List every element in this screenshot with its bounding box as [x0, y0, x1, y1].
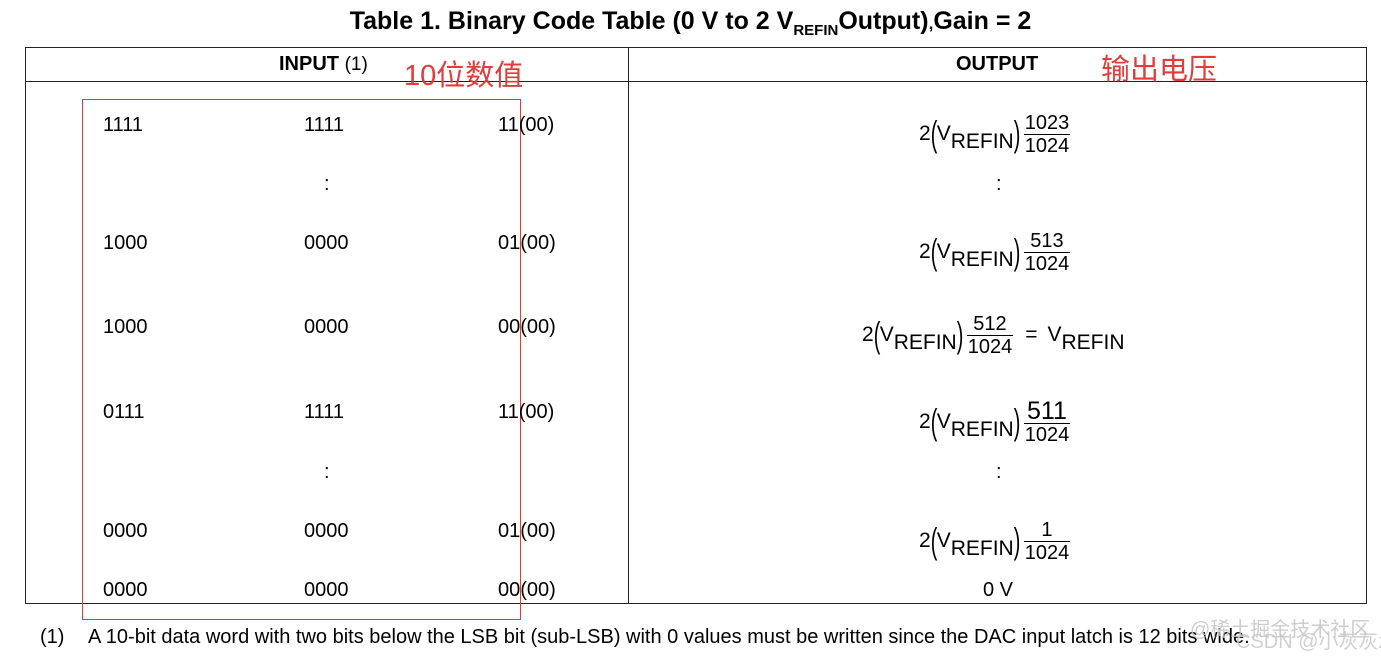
row1-bits-high: 1111 — [103, 114, 144, 136]
watermark-juejin: @稀土掘金技术社区 — [1190, 619, 1371, 641]
row6-bits-low: 00(00) — [498, 579, 556, 601]
row4-bits-low: 11(00) — [498, 401, 555, 423]
row2-bits-high: 1000 — [103, 232, 148, 254]
input-ellipsis-1: : — [324, 173, 330, 195]
footnote-text: A 10-bit data word with two bits below t… — [88, 626, 1250, 648]
footnote: (1) A 10-bit data word with two bits belo… — [40, 624, 1250, 650]
watermark-csdn: CSDN @小灰灰zz — [1236, 631, 1381, 653]
output-zero: 0 V — [983, 579, 1014, 601]
input-annotation: 10位数值 — [404, 60, 524, 92]
header-divider — [25, 81, 1368, 82]
input-highlight-box — [82, 99, 521, 620]
footnote-number: (1) — [40, 626, 65, 648]
footnote-ref: (1) — [344, 54, 368, 75]
output-annotation: 输出电压 — [1101, 54, 1218, 86]
row3-bits-high: 1000 — [103, 316, 148, 338]
row5-bits-high: 0000 — [103, 520, 148, 542]
row5-bits-low: 01(00) — [498, 520, 556, 542]
row6-bits-high: 0000 — [103, 579, 148, 601]
column-divider — [628, 47, 629, 604]
row1-bits-mid: 1111 — [304, 114, 345, 136]
table-title: Table 1. Binary Code Table (0 V to 2 VRE… — [349, 7, 1032, 39]
row4-bits-high: 0111 — [103, 401, 145, 423]
output-formula-512: 2(V REFIN) 512 1024 = V REFIN — [862, 312, 1125, 358]
row1-bits-low: 11(00) — [498, 114, 555, 136]
output-header: OUTPUT — [956, 53, 1039, 75]
row3-bits-low: 00(00) — [498, 316, 556, 338]
row2-bits-mid: 0000 — [304, 232, 349, 254]
output-formula-513: 2(V REFIN) 513 1024 — [919, 229, 1071, 275]
row5-bits-mid: 0000 — [304, 520, 349, 542]
output-ellipsis-2: : — [996, 461, 1002, 483]
output-formula-1: 2(V REFIN) 1 1024 — [919, 518, 1071, 564]
output-ellipsis-1: : — [996, 173, 1002, 195]
row6-bits-mid: 0000 — [304, 579, 349, 601]
input-ellipsis-2: : — [324, 461, 330, 483]
row4-bits-mid: 1111 — [304, 401, 345, 423]
row3-bits-mid: 0000 — [304, 316, 349, 338]
output-formula-511: 2(V REFIN) 511 1024 — [919, 396, 1071, 446]
input-header: INPUT (1) — [279, 53, 368, 75]
table-frame — [25, 47, 1367, 604]
row2-bits-low: 01(00) — [498, 232, 556, 254]
output-formula-1023: 2(V REFIN) 1023 1024 — [919, 111, 1071, 157]
